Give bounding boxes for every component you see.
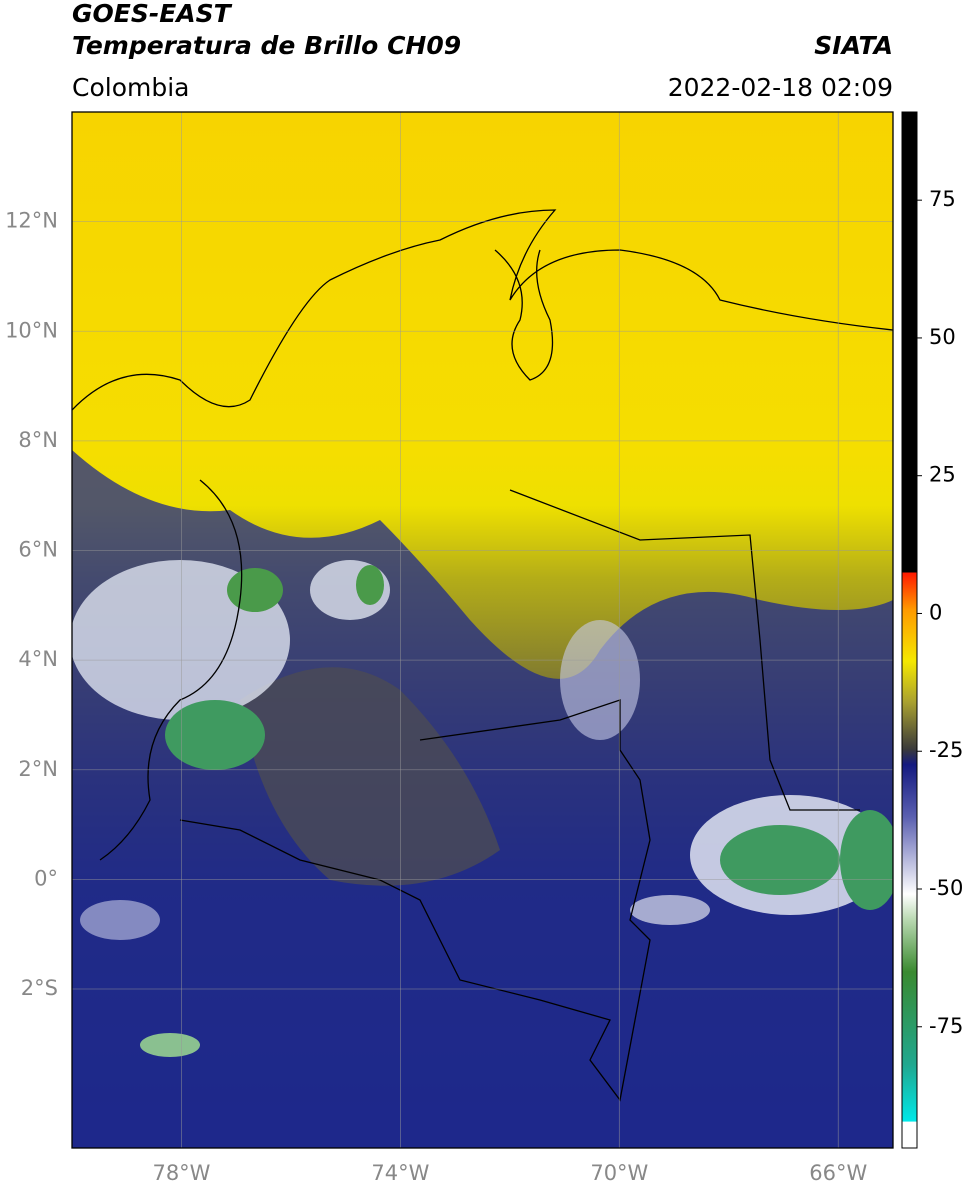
lon-tick-label: 66°W bbox=[809, 1161, 867, 1185]
colorbar-tick-label: 50 bbox=[929, 325, 956, 349]
region: Colombia bbox=[72, 73, 189, 102]
lon-tick-label: 70°W bbox=[590, 1161, 648, 1185]
lat-tick-label: 6°N bbox=[18, 538, 58, 562]
datetime: 2022-02-18 02:09 bbox=[668, 73, 893, 102]
lat-tick-label: 4°N bbox=[18, 647, 58, 671]
lat-tick-label: 8°N bbox=[18, 428, 58, 452]
satellite-image bbox=[72, 112, 893, 1148]
subtitle: Temperatura de Brillo CH09 bbox=[72, 31, 461, 60]
map-frame bbox=[71, 111, 894, 1149]
lat-tick-label: 0° bbox=[34, 866, 58, 890]
colorbar-tick-label: -50 bbox=[929, 876, 963, 900]
lat-tick-label: 10°N bbox=[5, 318, 58, 342]
colorbar bbox=[901, 111, 918, 1149]
lon-tick-label: 78°W bbox=[152, 1161, 210, 1185]
lat-tick-label: 2°N bbox=[18, 757, 58, 781]
colorbar-tick-label: 75 bbox=[929, 187, 956, 211]
colorbar-tick-label: -25 bbox=[929, 738, 963, 762]
colorbar-tick-label: 25 bbox=[929, 463, 956, 487]
lat-tick-label: 12°N bbox=[5, 209, 58, 233]
colorbar-tick-label: 0 bbox=[929, 600, 942, 624]
lat-tick-label: 2°S bbox=[21, 976, 58, 1000]
colorbar-tick-label: -75 bbox=[929, 1014, 963, 1038]
title: GOES-EAST bbox=[72, 0, 233, 28]
source: SIATA bbox=[814, 31, 893, 60]
lon-tick-label: 74°W bbox=[371, 1161, 429, 1185]
